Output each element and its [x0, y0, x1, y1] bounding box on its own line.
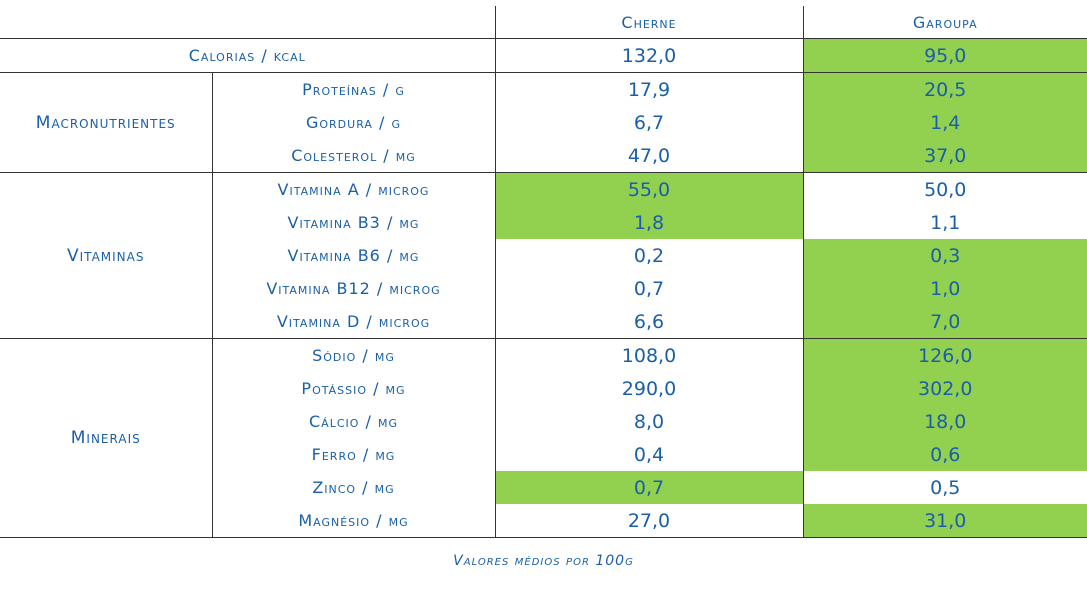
- row-label: Colesterol / mg: [212, 139, 496, 173]
- garoupa-value: 302,0: [803, 372, 1087, 405]
- row-label: Proteínas / g: [212, 72, 496, 106]
- garoupa-value: 31,0: [803, 504, 1087, 538]
- cherne-value: 0,7: [495, 471, 803, 504]
- cherne-value: 55,0: [495, 172, 803, 206]
- row-label: Zinco / mg: [212, 471, 496, 504]
- row-label: Vitamina B6 / mg: [212, 239, 496, 272]
- cherne-value: 108,0: [495, 338, 804, 372]
- garoupa-value: 126,0: [803, 338, 1087, 372]
- header-garoupa: Garoupa: [802, 6, 1087, 39]
- row-label: Ferro / mg: [212, 438, 496, 471]
- garoupa-value: 7,0: [803, 305, 1087, 339]
- garoupa-value: 1,0: [803, 272, 1087, 305]
- cherne-value: 6,7: [495, 106, 804, 139]
- row-label: Sódio / mg: [212, 338, 496, 372]
- calorias-garoupa: 95,0: [803, 38, 1087, 73]
- cherne-value: 6,6: [495, 305, 804, 339]
- cherne-value: 17,9: [495, 72, 804, 106]
- cherne-value: 0,4: [495, 438, 804, 471]
- row-label: Vitamina A / microg: [212, 172, 496, 206]
- cherne-value: 0,2: [495, 239, 804, 272]
- cherne-value: 1,8: [495, 206, 803, 239]
- calorias-cherne: 132,0: [495, 38, 804, 73]
- cherne-value: 47,0: [495, 139, 804, 173]
- row-label: Vitamina B3 / mg: [212, 206, 496, 239]
- group-macronutrientes: Macronutrientes: [0, 72, 213, 173]
- row-label: Vitamina B12 / microg: [212, 272, 496, 305]
- cherne-value: 0,7: [495, 272, 804, 305]
- cherne-value: 27,0: [495, 504, 804, 538]
- group-vitaminas: Vitaminas: [0, 172, 213, 339]
- cherne-value: 8,0: [495, 405, 804, 438]
- garoupa-value: 18,0: [803, 405, 1087, 438]
- calorias-label: Calorias / kcal: [0, 38, 496, 73]
- row-label: Cálcio / mg: [212, 405, 496, 438]
- row-label: Magnésio / mg: [212, 504, 496, 538]
- row-label: Gordura / g: [212, 106, 496, 139]
- garoupa-value: 0,3: [803, 239, 1087, 272]
- footnote: Valores médios por 100g: [453, 553, 634, 569]
- group-minerais: Minerais: [0, 338, 213, 538]
- garoupa-value: 1,4: [803, 106, 1087, 139]
- garoupa-value: 20,5: [803, 72, 1087, 106]
- header-cherne: Cherne: [621, 12, 677, 32]
- garoupa-value: 50,0: [802, 172, 1087, 206]
- cherne-value: 290,0: [495, 372, 804, 405]
- garoupa-value: 0,5: [802, 471, 1087, 504]
- row-label: Potássio / mg: [212, 372, 496, 405]
- nutrition-comparison-table: Cherne Garoupa Calorias / kcal 132,0 95,…: [0, 6, 1087, 538]
- row-label: Vitamina D / microg: [212, 305, 496, 339]
- garoupa-value: 37,0: [803, 139, 1087, 173]
- garoupa-value: 0,6: [803, 438, 1087, 471]
- header-empty-cell: [0, 6, 496, 39]
- garoupa-value: 1,1: [802, 206, 1087, 239]
